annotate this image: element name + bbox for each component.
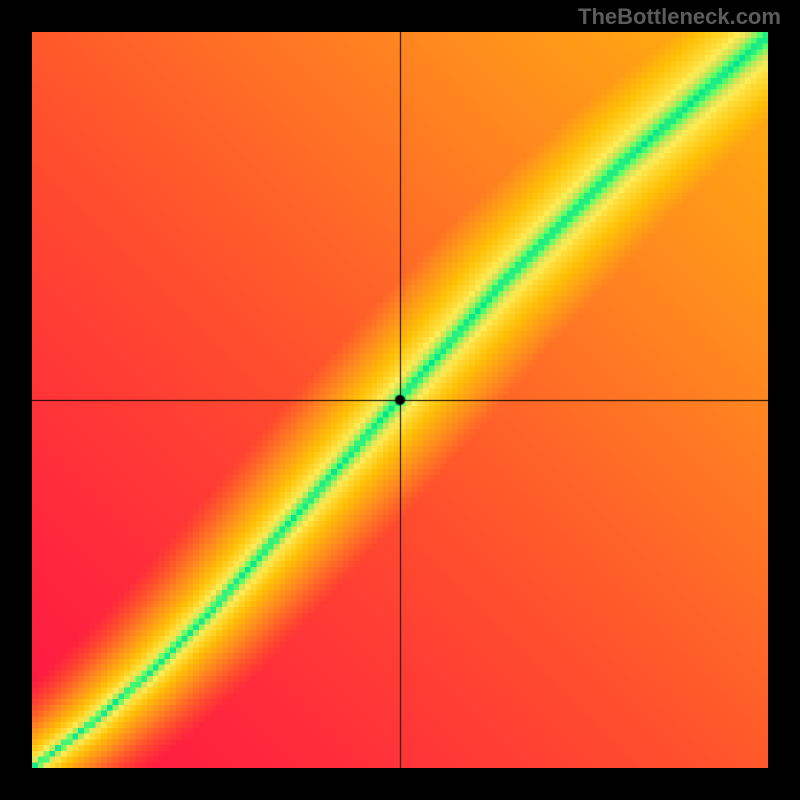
attribution-label: TheBottleneck.com	[578, 4, 781, 30]
stage: TheBottleneck.com	[0, 0, 800, 800]
crosshair-overlay	[32, 32, 768, 768]
